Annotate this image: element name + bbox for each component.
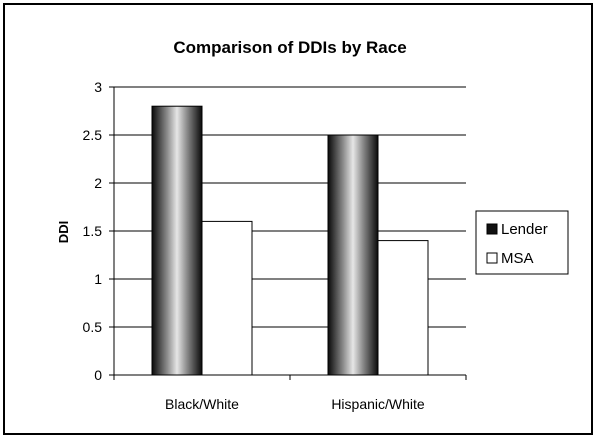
x-tick-label: Hispanic/White	[331, 396, 425, 412]
y-tick-label: 1	[94, 271, 102, 287]
x-tick-labels: Black/White Hispanic/White	[165, 396, 425, 412]
legend-swatch-msa	[486, 252, 498, 264]
y-tick-label: 1.5	[83, 223, 103, 239]
legend-swatch-lender	[486, 223, 498, 235]
y-tick-label: 2	[94, 175, 102, 191]
y-tick-label: 3	[94, 79, 102, 95]
bar-msa-0	[201, 220, 253, 376]
chart-title: Comparison of DDIs by Race	[173, 38, 406, 57]
bar-lender-0	[151, 105, 203, 376]
x-tick-label: Black/White	[165, 396, 239, 412]
y-tick-label: 2.5	[83, 127, 103, 143]
bars	[151, 105, 429, 376]
y-tick-labels: 0 0.5 1 1.5 2 2.5 3	[83, 79, 103, 383]
axes	[109, 86, 467, 380]
legend-label-msa: MSA	[501, 250, 534, 267]
legend: Lender MSA	[475, 210, 569, 275]
y-tick-label: 0.5	[83, 319, 103, 335]
y-tick-label: 0	[94, 367, 102, 383]
y-axis-label: DDI	[56, 221, 71, 243]
bar-msa-1	[377, 240, 429, 376]
bar-lender-1	[327, 134, 379, 376]
legend-label-lender: Lender	[501, 221, 548, 238]
